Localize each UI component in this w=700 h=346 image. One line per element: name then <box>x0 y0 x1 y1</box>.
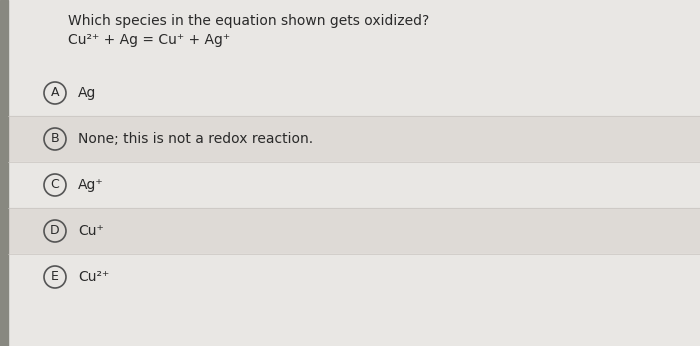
Bar <box>0 0 8 346</box>
Bar <box>8 254 700 300</box>
Text: Which species in the equation shown gets oxidized?: Which species in the equation shown gets… <box>68 14 429 28</box>
Text: Ag⁺: Ag⁺ <box>78 178 104 192</box>
Bar <box>8 70 700 116</box>
Text: D: D <box>50 225 60 237</box>
Text: C: C <box>50 179 60 191</box>
Bar <box>8 208 700 254</box>
Text: B: B <box>50 133 60 146</box>
Text: E: E <box>51 271 59 283</box>
Text: Cu²⁺ + Ag = Cu⁺ + Ag⁺: Cu²⁺ + Ag = Cu⁺ + Ag⁺ <box>68 33 230 47</box>
Bar <box>8 116 700 162</box>
Text: Cu²⁺: Cu²⁺ <box>78 270 109 284</box>
Text: Cu⁺: Cu⁺ <box>78 224 104 238</box>
Bar <box>8 162 700 208</box>
Text: A: A <box>50 86 60 100</box>
Text: Ag: Ag <box>78 86 97 100</box>
Text: None; this is not a redox reaction.: None; this is not a redox reaction. <box>78 132 313 146</box>
